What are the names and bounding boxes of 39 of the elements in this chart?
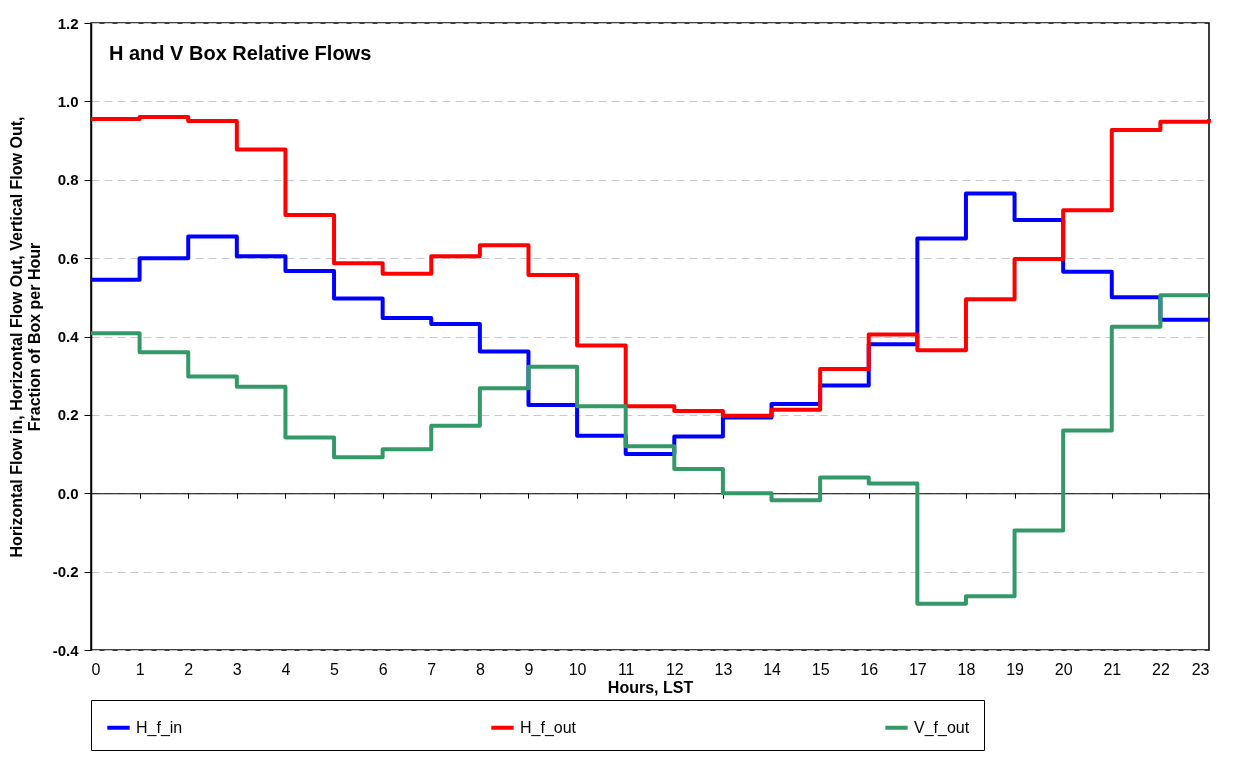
- x-tick-label: 20: [1054, 660, 1073, 678]
- x-tick-label: 9: [524, 660, 534, 678]
- x-tick-label: 15: [811, 660, 830, 678]
- x-tick-label: 7: [427, 660, 437, 678]
- x-tick-label: 11: [617, 660, 635, 678]
- legend-label: H_f_out: [520, 718, 577, 737]
- x-tick-label: 10: [568, 660, 587, 678]
- x-tick-label: 4: [281, 660, 291, 678]
- text: H and V Box Relative Flows: [109, 42, 372, 64]
- y-tick-label: -0.4: [52, 641, 80, 659]
- y-tick-label: 0.4: [57, 328, 80, 345]
- y-tick-label: 1.0: [57, 92, 79, 110]
- y-tick-label: 0.8: [57, 171, 79, 189]
- x-tick-label: 17: [908, 660, 927, 678]
- y-axis-title: Horizontal Flow in, Horizontal Flow Out, Vertical Flow Out, Fraction of Box per Hour: [7, 116, 43, 558]
- x-tick-label: 21: [1103, 660, 1122, 678]
- y-tick-label: 1.2: [57, 14, 79, 32]
- x-tick-label: 2: [184, 660, 194, 678]
- x-tick-label: 0: [91, 660, 101, 678]
- y-tick-label: 0.0: [57, 484, 79, 502]
- x-tick-label: 14: [763, 660, 782, 678]
- x-tick-label: 16: [860, 660, 879, 678]
- x-axis-title: Hours, LST: [607, 678, 694, 696]
- y-tick-label: 0.2: [57, 406, 79, 424]
- x-tick-label: 18: [957, 660, 976, 678]
- x-tick-label: 23: [1191, 660, 1210, 678]
- x-tick-label: 5: [330, 660, 340, 678]
- x-tick-label: 12: [665, 660, 684, 678]
- x-tick-label: 13: [714, 660, 733, 678]
- x-tick-label: 22: [1151, 660, 1170, 678]
- y-tick-label: 0.6: [57, 249, 79, 267]
- x-tick-label: 1: [135, 660, 145, 678]
- x-tick-label: 8: [475, 660, 485, 678]
- x-tick-label: 6: [378, 660, 388, 678]
- x-tick-label: 19: [1006, 660, 1025, 678]
- x-tick-label: 3: [232, 660, 242, 678]
- y-tick-label: -0.2: [52, 563, 79, 581]
- legend-label: H_f_in: [136, 718, 183, 737]
- legend-label: V_f_out: [914, 718, 970, 737]
